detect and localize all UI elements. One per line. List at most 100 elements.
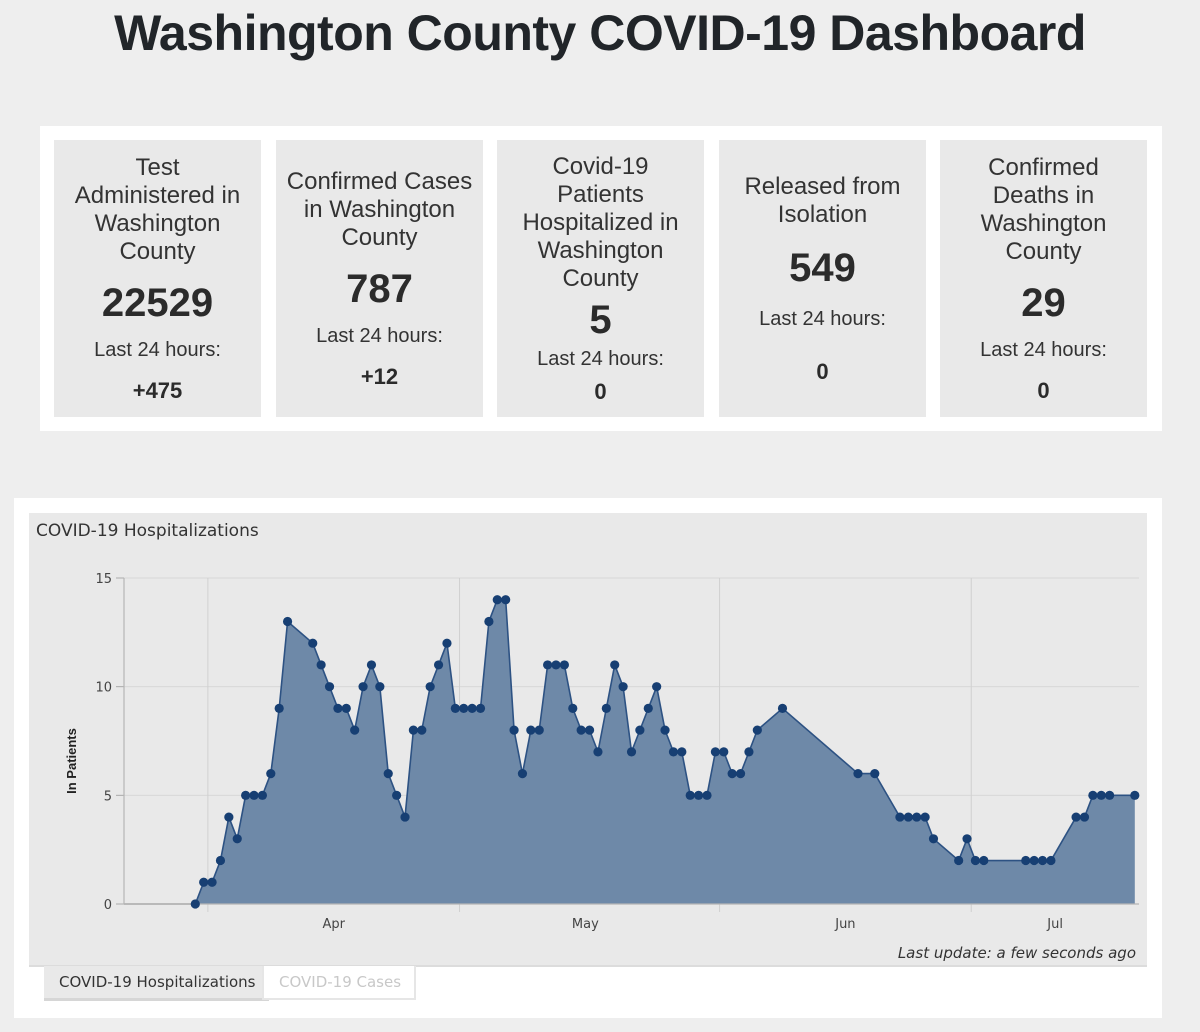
stat-label: Confirmed Cases in Washington County <box>286 167 473 251</box>
stat-delta: 0 <box>816 358 829 384</box>
data-point <box>526 725 536 735</box>
data-point <box>224 812 234 822</box>
data-point <box>903 812 913 822</box>
data-point <box>316 660 326 670</box>
data-point <box>199 877 209 887</box>
data-point <box>635 725 645 735</box>
x-tick-label: Jul <box>1046 917 1063 932</box>
data-point <box>375 682 385 692</box>
data-point <box>324 682 335 692</box>
data-point <box>366 660 377 670</box>
stat-delta: 0 <box>1037 377 1050 403</box>
y-tick-label: 0 <box>104 898 112 913</box>
data-point <box>425 682 435 692</box>
data-point <box>576 725 586 735</box>
data-point <box>895 812 905 822</box>
stat-sub-label: Last 24 hours: <box>316 324 443 347</box>
data-point <box>744 747 754 757</box>
data-point <box>1096 790 1106 800</box>
x-tick-label: May <box>572 917 599 932</box>
data-point <box>626 747 637 757</box>
data-point <box>870 769 880 779</box>
data-point <box>694 790 704 800</box>
data-point <box>979 855 989 866</box>
data-point <box>433 660 444 670</box>
data-point <box>350 725 360 735</box>
data-point <box>190 899 200 909</box>
stat-value: 549 <box>789 245 856 290</box>
data-point <box>660 725 670 735</box>
data-point <box>459 703 469 713</box>
y-tick-label: 10 <box>95 681 112 696</box>
data-point <box>719 747 729 757</box>
data-point <box>1046 855 1056 866</box>
data-point <box>618 682 628 692</box>
data-point <box>962 834 972 844</box>
stat-card-cases: Confirmed Cases in Washington County 787… <box>276 140 483 417</box>
stat-card-hospitalized: Covid-19 Patients Hospitalized in Washin… <box>497 140 704 417</box>
markers <box>190 595 1140 909</box>
stat-delta: 0 <box>594 378 607 404</box>
data-point <box>392 790 402 800</box>
tab-cases[interactable]: COVID-19 Cases <box>262 966 416 1000</box>
data-point <box>601 703 611 713</box>
last-update: Last update: a few seconds ago <box>897 944 1136 962</box>
data-point <box>1071 812 1081 822</box>
data-point <box>752 725 762 735</box>
stat-card-released: Released from Isolation 549 Last 24 hour… <box>719 140 926 417</box>
data-point <box>358 682 368 692</box>
y-tick-label: 5 <box>104 789 112 804</box>
data-point <box>735 769 746 779</box>
stat-value: 22529 <box>101 280 214 325</box>
data-point <box>249 790 259 800</box>
page-title: Washington County COVID-19 Dashboard <box>114 5 1086 61</box>
series-line <box>194 598 1135 905</box>
hospitalizations-chart[interactable]: 0 5 10 15 Apr May Jun Jul In Patients <box>29 513 1147 965</box>
data-point <box>912 812 922 822</box>
stat-label: Confirmed Deaths in Washington County <box>980 153 1107 265</box>
data-point <box>509 725 519 735</box>
data-point <box>467 703 477 713</box>
data-point <box>534 725 544 735</box>
data-point <box>610 660 620 670</box>
data-point <box>517 769 528 779</box>
data-point <box>333 703 343 713</box>
data-point <box>970 855 981 866</box>
y-tick-label: 15 <box>95 572 112 587</box>
data-point <box>1079 812 1090 822</box>
tab-hospitalizations[interactable]: COVID-19 Hospitalizations <box>44 966 269 1001</box>
data-point <box>954 855 964 866</box>
data-point <box>551 660 561 670</box>
data-point <box>400 812 410 822</box>
data-point <box>450 703 460 713</box>
stat-sub-label: Last 24 hours: <box>980 338 1107 361</box>
data-point <box>685 790 695 800</box>
data-point <box>777 703 788 713</box>
data-point <box>501 595 511 605</box>
stat-sub-label: Last 24 hours: <box>759 307 886 330</box>
stat-label: Test Administered in Washington County <box>74 153 241 265</box>
data-point <box>677 747 687 757</box>
chart-title: COVID-19 Hospitalizations <box>36 521 259 541</box>
data-point <box>408 725 419 735</box>
chart-container: COVID-19 Hospitalizations 0 5 10 15 Apr May Ju… <box>29 513 1147 967</box>
x-tick-label: Jun <box>834 917 855 932</box>
data-point <box>668 747 679 757</box>
data-point <box>492 595 502 605</box>
x-tick-label: Apr <box>322 917 345 932</box>
stat-value: 29 <box>1021 280 1066 325</box>
stat-value: 787 <box>346 266 413 311</box>
data-point <box>652 682 662 692</box>
data-point <box>702 790 712 800</box>
stat-sub-label: Last 24 hours: <box>94 338 221 361</box>
data-point <box>928 834 939 844</box>
stat-delta: +12 <box>360 363 399 389</box>
data-point <box>1130 790 1140 800</box>
data-point <box>484 616 494 627</box>
chart-panel: COVID-19 Hospitalizations 0 5 10 15 Apr May Ju… <box>14 498 1162 1018</box>
stat-value: 5 <box>589 297 612 342</box>
data-point <box>1105 790 1115 800</box>
data-point <box>710 747 720 757</box>
data-point <box>643 703 653 713</box>
data-point <box>593 747 603 757</box>
